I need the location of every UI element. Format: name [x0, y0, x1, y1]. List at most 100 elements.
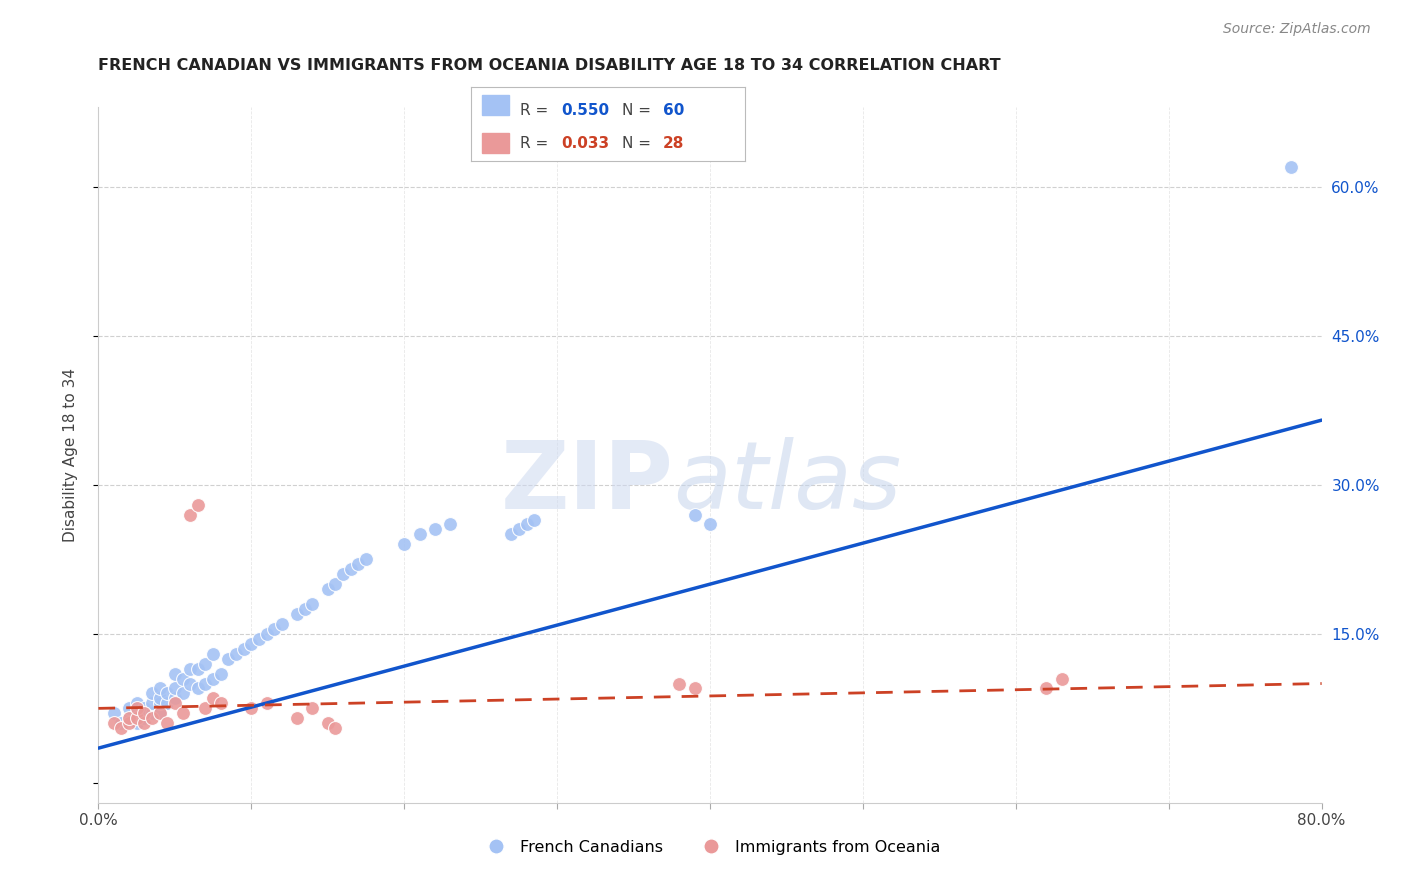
Text: Source: ZipAtlas.com: Source: ZipAtlas.com [1223, 22, 1371, 37]
Point [172, 686, 194, 700]
Point [187, 498, 209, 512]
Point [194, 676, 217, 690]
Point [118, 711, 141, 725]
Point [285, 607, 308, 621]
Point [125, 701, 148, 715]
Point [294, 602, 316, 616]
Point [202, 647, 225, 661]
Point [149, 697, 172, 711]
Point [179, 662, 201, 676]
Point [209, 666, 232, 681]
Legend: French Canadians, Immigrants from Oceania: French Canadians, Immigrants from Oceani… [474, 833, 946, 861]
Point [141, 706, 163, 721]
Point [501, 527, 523, 541]
Text: 28: 28 [664, 136, 685, 151]
Point [408, 527, 430, 541]
Point [156, 697, 179, 711]
Bar [482, 95, 509, 115]
Point [125, 716, 148, 731]
Point [508, 523, 530, 537]
Point [316, 582, 339, 596]
Point [683, 508, 706, 522]
Point [118, 711, 141, 725]
Point [285, 711, 308, 725]
Point [668, 676, 690, 690]
Text: FRENCH CANADIAN VS IMMIGRANTS FROM OCEANIA DISABILITY AGE 18 TO 34 CORRELATION C: FRENCH CANADIAN VS IMMIGRANTS FROM OCEAN… [98, 58, 1001, 73]
Point [156, 716, 179, 731]
Point [163, 691, 186, 706]
Y-axis label: Disability Age 18 to 34: Disability Age 18 to 34 [63, 368, 77, 542]
Text: 0.033: 0.033 [561, 136, 610, 151]
Point [683, 681, 706, 696]
Point [187, 681, 209, 696]
Point [347, 558, 370, 572]
Point [125, 697, 148, 711]
Point [354, 552, 377, 566]
Point [423, 523, 446, 537]
Point [172, 672, 194, 686]
Point [1279, 160, 1302, 174]
Point [141, 686, 163, 700]
Text: N =: N = [621, 136, 655, 151]
Point [179, 508, 201, 522]
Point [110, 721, 132, 735]
Point [103, 706, 125, 721]
Point [134, 711, 156, 725]
Point [232, 641, 254, 656]
Point [103, 716, 125, 731]
Point [202, 691, 225, 706]
Point [209, 697, 232, 711]
Point [149, 681, 172, 696]
Text: R =: R = [520, 136, 554, 151]
Point [172, 706, 194, 721]
Point [339, 562, 361, 576]
Point [163, 697, 186, 711]
Point [325, 721, 347, 735]
Point [523, 512, 546, 526]
Point [240, 701, 263, 715]
Point [240, 637, 263, 651]
Point [256, 697, 278, 711]
Point [110, 716, 132, 731]
Point [149, 706, 172, 721]
Text: ZIP: ZIP [501, 437, 673, 529]
Bar [482, 133, 509, 153]
Point [301, 701, 323, 715]
Point [179, 676, 201, 690]
Point [194, 701, 217, 715]
Point [141, 697, 163, 711]
Point [149, 706, 172, 721]
Point [134, 706, 156, 721]
Point [247, 632, 270, 646]
Point [225, 647, 247, 661]
Point [316, 716, 339, 731]
Point [187, 662, 209, 676]
Point [256, 627, 278, 641]
Point [149, 691, 172, 706]
Text: 0.550: 0.550 [561, 103, 610, 119]
Point [134, 701, 156, 715]
Point [118, 716, 141, 731]
Point [263, 622, 285, 636]
Point [325, 577, 347, 591]
Point [118, 701, 141, 715]
Text: atlas: atlas [673, 437, 901, 528]
Point [699, 517, 721, 532]
Point [332, 567, 354, 582]
Text: R =: R = [520, 103, 554, 119]
Point [1035, 681, 1057, 696]
Point [163, 666, 186, 681]
Point [202, 672, 225, 686]
Point [156, 686, 179, 700]
Point [217, 651, 239, 665]
Point [194, 657, 217, 671]
Point [516, 517, 538, 532]
Point [141, 711, 163, 725]
Point [270, 616, 292, 631]
Point [125, 711, 148, 725]
Point [1050, 672, 1073, 686]
Point [163, 681, 186, 696]
Point [125, 706, 148, 721]
Text: N =: N = [621, 103, 655, 119]
Text: 60: 60 [664, 103, 685, 119]
